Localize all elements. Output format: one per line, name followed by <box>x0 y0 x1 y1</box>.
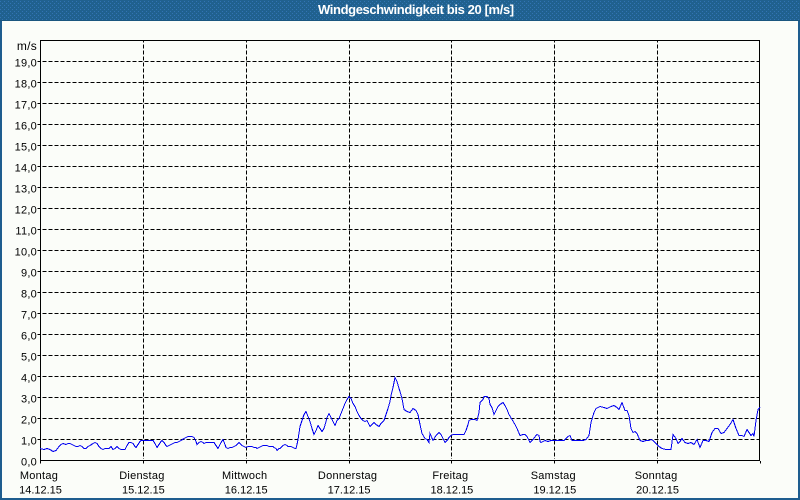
svg-text:4,0: 4,0 <box>21 373 37 385</box>
svg-text:14,0: 14,0 <box>15 163 37 175</box>
svg-text:Samstag: Samstag <box>531 470 576 482</box>
svg-text:18.12.15: 18.12.15 <box>430 485 473 497</box>
svg-text:Freitag: Freitag <box>432 470 468 482</box>
svg-text:0,0: 0,0 <box>21 457 37 469</box>
svg-text:15.12.15: 15.12.15 <box>122 485 165 497</box>
svg-text:14.12.15: 14.12.15 <box>19 485 62 497</box>
svg-text:Sonntag: Sonntag <box>635 470 678 482</box>
svg-text:7,0: 7,0 <box>21 310 37 322</box>
svg-text:18,0: 18,0 <box>15 79 37 91</box>
svg-text:3,0: 3,0 <box>21 394 37 406</box>
svg-text:16.12.15: 16.12.15 <box>225 485 268 497</box>
svg-text:1,0: 1,0 <box>21 436 37 448</box>
svg-text:17.12.15: 17.12.15 <box>328 485 371 497</box>
svg-text:16,0: 16,0 <box>15 121 37 133</box>
svg-text:19,0: 19,0 <box>15 58 37 70</box>
svg-text:Montag: Montag <box>20 470 58 482</box>
svg-text:9,0: 9,0 <box>21 268 37 280</box>
svg-text:m/s: m/s <box>17 39 37 53</box>
svg-text:10,0: 10,0 <box>15 247 37 259</box>
svg-text:8,0: 8,0 <box>21 289 37 301</box>
svg-text:2,0: 2,0 <box>21 415 37 427</box>
svg-text:Donnerstag: Donnerstag <box>318 470 377 482</box>
svg-text:5,0: 5,0 <box>21 352 37 364</box>
svg-text:12,0: 12,0 <box>15 205 37 217</box>
svg-text:19.12.15: 19.12.15 <box>533 485 576 497</box>
svg-text:Mittwoch: Mittwoch <box>222 470 267 482</box>
svg-text:11,0: 11,0 <box>15 226 37 238</box>
svg-text:15,0: 15,0 <box>15 142 37 154</box>
svg-text:17,0: 17,0 <box>15 100 37 112</box>
svg-text:13,0: 13,0 <box>15 184 37 196</box>
svg-text:6,0: 6,0 <box>21 331 37 343</box>
svg-text:20.12.15: 20.12.15 <box>636 485 679 497</box>
svg-text:Dienstag: Dienstag <box>119 470 164 482</box>
